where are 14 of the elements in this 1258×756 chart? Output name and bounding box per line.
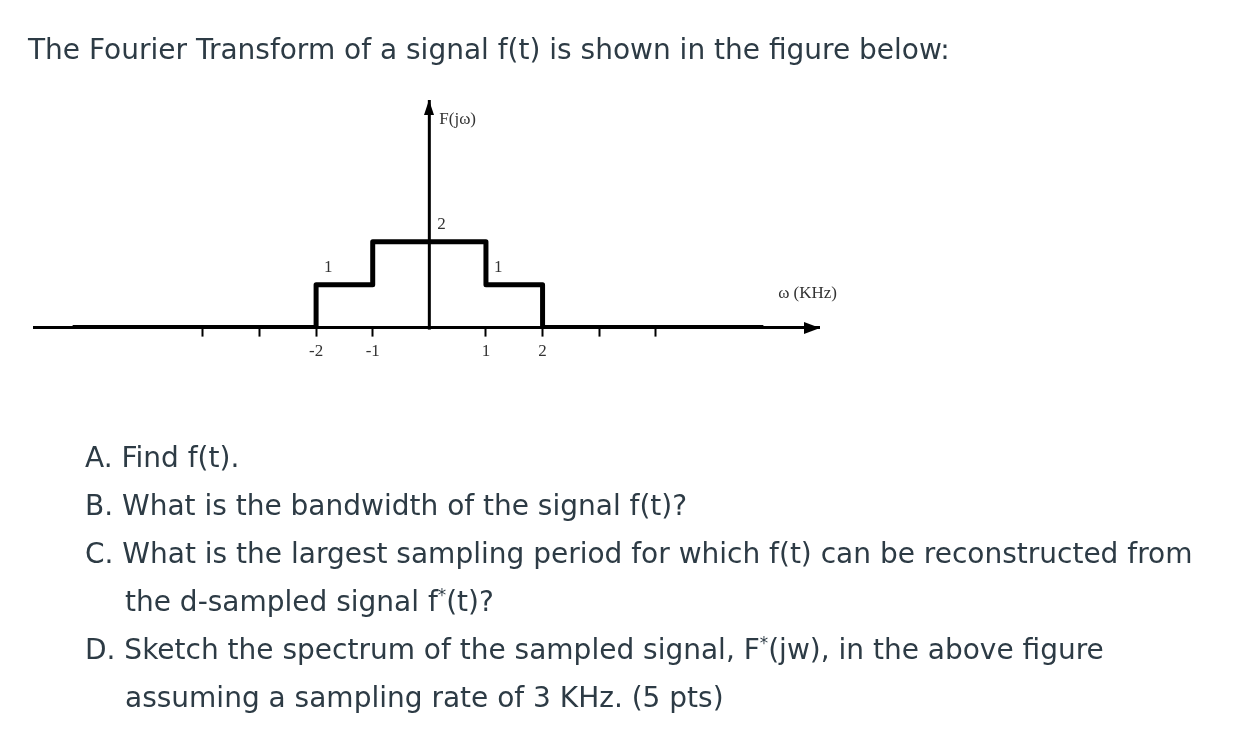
text: C. What is the largest sampling period for which f(t) can be reconstructed from the d-sampled signal f$^{*}$(t)? bbox=[85, 536, 1194, 620]
x-tick-label: 2 bbox=[538, 341, 547, 361]
chart-title: The Fourier Transform of a signal f(t) is shown in the figure below: bbox=[28, 32, 950, 68]
text: D. Sketch the spectrum of the sampled signal, F$^{*}$(jw), in the above figure assuming a sampling rate of 3 KHz. (5 pts) bbox=[85, 632, 1104, 714]
x-tick-label: -2 bbox=[309, 341, 324, 361]
x-axis-title: ω (KHz) bbox=[778, 283, 837, 303]
y-axis-title: F(jω) bbox=[439, 109, 477, 129]
data-label: 2 bbox=[437, 213, 446, 233]
data-label: 1 bbox=[493, 256, 503, 276]
x-tick-label: 1 bbox=[481, 341, 491, 361]
x-tick-label: -1 bbox=[365, 341, 380, 361]
text: B. What is the bandwidth of the signal f(t)? bbox=[85, 488, 689, 524]
text: A. Find f(t). bbox=[85, 440, 241, 476]
data-label: 1 bbox=[324, 256, 333, 276]
